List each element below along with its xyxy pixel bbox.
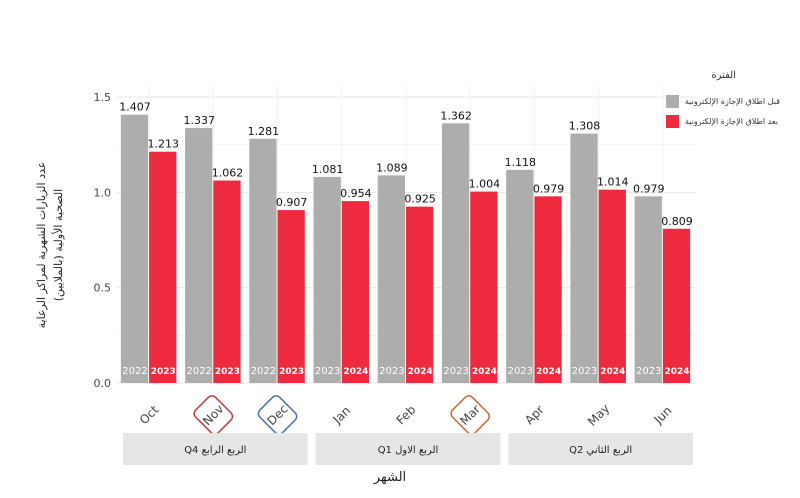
y-tick-label: 1.5 <box>94 91 112 104</box>
facet-strip <box>315 433 501 465</box>
facet-strip <box>508 433 693 465</box>
bar-after <box>598 189 626 383</box>
facet-strip-label: الربع الاول Q1 <box>378 445 439 456</box>
legend-label-before: قبل اطلاق الإجازة الإلكترونية <box>685 96 780 106</box>
value-label-before: 1.281 <box>248 125 280 138</box>
legend-item-after: بعد اطلاق الإجازة الإلكترونية <box>666 111 796 131</box>
legend-title: الفترة <box>711 70 736 81</box>
y-axis-title-line2: الصحية الأولية (بالملايين) <box>52 188 65 302</box>
year-label-before: 2023 <box>315 366 340 377</box>
bar-after <box>213 180 241 383</box>
year-label-before: 2023 <box>508 366 533 377</box>
bar-before <box>120 114 149 384</box>
year-label-before: 2023 <box>636 366 661 377</box>
bar-before <box>377 175 405 383</box>
bar-after <box>534 196 562 383</box>
bar-before <box>185 128 213 383</box>
bar-after <box>406 206 434 383</box>
value-label-after: 0.979 <box>533 182 565 195</box>
value-label-after: 1.004 <box>469 178 501 191</box>
x-axis-title: الشهر <box>373 470 407 485</box>
year-label-before: 2022 <box>122 366 147 377</box>
bar-after <box>341 201 370 383</box>
facet-strip-label: الربع الرابع Q4 <box>184 445 246 456</box>
legend-label-after: بعد اطلاق الإجازة الإلكترونية <box>685 116 778 126</box>
year-label-after: 2024 <box>343 367 368 377</box>
bar-before <box>313 176 341 383</box>
bar-before <box>570 133 598 383</box>
value-label-after: 1.014 <box>597 176 629 189</box>
x-tick-label: Apr <box>522 403 547 428</box>
year-label-after: 2024 <box>600 367 625 377</box>
bar-before <box>441 123 470 383</box>
x-tick-label: May <box>585 401 612 428</box>
year-label-before: 2022 <box>186 366 211 377</box>
year-label-after: 2023 <box>151 367 176 377</box>
bar-before <box>634 196 662 383</box>
value-label-before: 1.118 <box>505 156 537 169</box>
legend: الفترة قبل اطلاق الإجازة الإلكترونية بعد… <box>666 70 796 131</box>
value-label-before: 1.407 <box>119 101 151 114</box>
x-tick-label: Feb <box>394 403 419 428</box>
value-label-after: 0.954 <box>340 187 372 200</box>
year-label-before: 2023 <box>443 366 468 377</box>
value-label-before: 0.979 <box>633 182 665 195</box>
y-tick-label: 1.0 <box>94 186 112 199</box>
bar-after <box>149 151 177 383</box>
year-label-after: 2024 <box>408 367 433 377</box>
legend-swatch-after <box>666 114 679 128</box>
value-label-before: 1.337 <box>183 114 215 127</box>
x-tick-label: Jun <box>651 403 675 427</box>
value-label-before: 1.089 <box>376 161 408 174</box>
y-tick-label: 0.5 <box>94 282 112 295</box>
value-label-after: 0.809 <box>661 215 693 228</box>
facet-strip-label: الربع الثاني Q2 <box>569 445 632 456</box>
facet-strip <box>123 433 308 465</box>
x-tick-highlight-box <box>450 395 491 435</box>
x-tick-label: Oct <box>137 403 162 428</box>
year-label-before: 2023 <box>572 366 597 377</box>
bar-after <box>470 191 498 383</box>
bar-after <box>662 228 691 383</box>
bar-after <box>277 210 305 383</box>
x-tick-label: Jan <box>330 404 354 428</box>
x-tick-highlight-box <box>257 395 298 435</box>
y-axis-title: عدد الزيارات الشهرية لمراكز الرعاية الصح… <box>33 135 67 355</box>
value-label-before: 1.362 <box>440 109 472 122</box>
value-label-after: 1.062 <box>212 167 244 180</box>
year-label-after: 2024 <box>536 367 561 377</box>
bar-before <box>506 169 534 383</box>
value-label-after: 0.907 <box>276 196 308 209</box>
y-tick-label: 0.0 <box>94 377 112 390</box>
legend-swatch-before <box>666 94 679 108</box>
value-label-after: 0.925 <box>404 193 436 206</box>
bar-before <box>249 138 277 383</box>
year-label-after: 2024 <box>664 367 689 377</box>
legend-item-before: قبل اطلاق الإجازة الإلكترونية <box>666 91 796 111</box>
value-label-before: 1.308 <box>569 120 601 133</box>
value-label-after: 1.213 <box>147 138 179 151</box>
year-label-after: 2024 <box>472 367 497 377</box>
year-label-before: 2022 <box>251 366 276 377</box>
year-label-after: 2023 <box>215 367 240 377</box>
year-label-after: 2023 <box>279 367 304 377</box>
x-tick-highlight-box <box>193 395 234 435</box>
year-label-before: 2023 <box>379 366 404 377</box>
value-label-before: 1.081 <box>312 163 344 176</box>
y-axis-title-line1: عدد الزيارات الشهرية لمراكز الرعاية <box>35 161 48 329</box>
